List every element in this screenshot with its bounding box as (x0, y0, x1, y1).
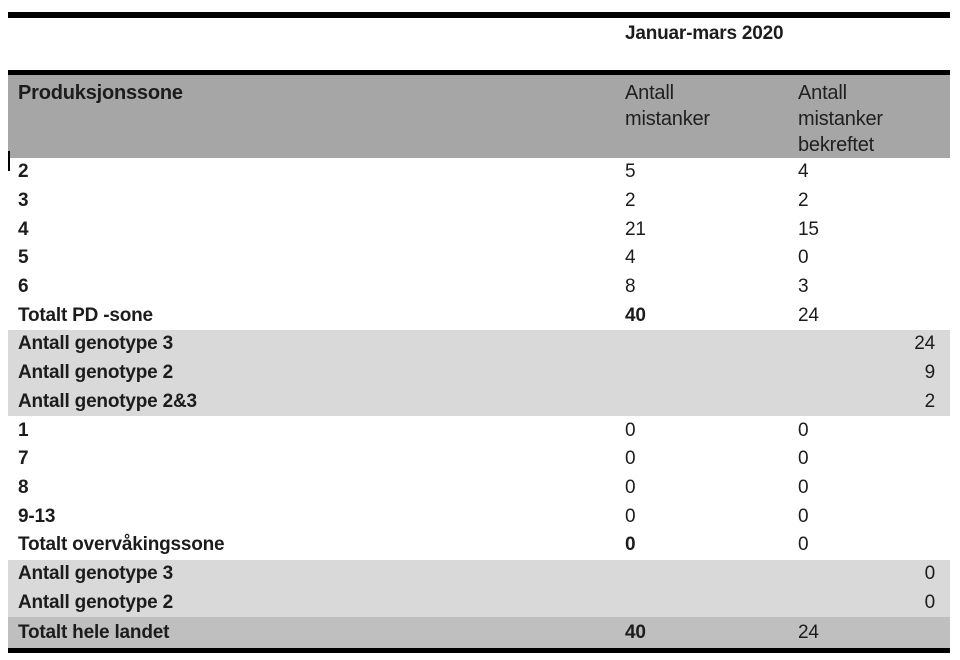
total-label: Totalt PD -sone (18, 304, 153, 326)
antall-bekreftet-total: 0 (798, 534, 809, 556)
antall-mistanker-value: 0 (625, 419, 636, 441)
antall-mistanker-value: 0 (625, 476, 636, 498)
bottom-rule (8, 648, 950, 653)
antall-mistanker-value: 21 (625, 218, 646, 240)
antall-mistanker-value: 5 (625, 161, 636, 183)
text-cursor-icon (8, 151, 10, 172)
table-row-zone[interactable]: 2 5 4 (8, 151, 950, 187)
antall-bekreftet-value: 15 (798, 218, 819, 240)
header-top-rule (8, 70, 950, 75)
table-row-zone[interactable]: 7 0 0 (8, 445, 950, 474)
antall-mistanker-value: 8 (625, 276, 636, 298)
table-row-genotype[interactable]: Antall genotype 2 0 (8, 588, 950, 617)
table-row-total-pd-sone[interactable]: Totalt PD -sone 40 24 (8, 301, 950, 330)
total-label: Totalt overvåkingssone (18, 534, 225, 556)
table-row-grand-total[interactable]: Totalt hele landet 40 24 (8, 617, 950, 648)
document-table[interactable]: Januar-mars 2020 Produksjonssone Antall … (8, 12, 950, 653)
column-header-produksjonssone: Produksjonssone (18, 82, 183, 104)
genotype-label: Antall genotype 3 (18, 562, 173, 584)
zone-label: 4 (18, 218, 29, 240)
table-row-zone[interactable]: 8 0 0 (8, 474, 950, 503)
genotype-label: Antall genotype 2 (18, 362, 173, 384)
antall-bekreftet-value: 4 (798, 161, 809, 183)
zone-label: 6 (18, 276, 29, 298)
table-row-total-overvakingssone[interactable]: Totalt overvåkingssone 0 0 (8, 531, 950, 560)
antall-mistanker-value: 0 (625, 448, 636, 470)
genotype-label: Antall genotype 3 (18, 333, 173, 355)
title-row: Januar-mars 2020 (8, 18, 950, 70)
genotype-label: Antall genotype 2 (18, 591, 173, 613)
antall-mistanker-value: 4 (625, 247, 636, 269)
grand-total-label: Totalt hele landet (18, 621, 170, 643)
genotype-value: 0 (924, 562, 936, 584)
antall-bekreftet-value: 0 (798, 476, 809, 498)
genotype-value: 0 (924, 591, 936, 613)
table-row-genotype[interactable]: Antall genotype 2 9 (8, 358, 950, 388)
antall-bekreftet-value: 0 (798, 505, 809, 527)
genotype-value: 9 (924, 362, 936, 384)
zone-label: 3 (18, 190, 29, 212)
antall-mistanker-total: 40 (625, 304, 646, 326)
column-header-antall-mistanker: Antall mistanker (625, 82, 710, 130)
column-header-antall-mistanker-bekreftet: Antall mistanker bekreftet (798, 82, 883, 156)
antall-mistanker-grand-total: 40 (625, 621, 646, 643)
table-row-zone[interactable]: 1 0 0 (8, 416, 950, 445)
antall-bekreftet-total: 24 (798, 304, 819, 326)
table-row-genotype[interactable]: Antall genotype 3 24 (8, 330, 950, 359)
top-rule (8, 12, 950, 18)
zone-label: 1 (18, 419, 29, 441)
table-row-zone[interactable]: 9-13 0 0 (8, 502, 950, 531)
table-row-zone[interactable]: 4 21 15 (8, 215, 950, 244)
antall-mistanker-value: 2 (625, 190, 636, 212)
antall-bekreftet-grand-total: 24 (798, 621, 819, 643)
genotype-value: 2 (924, 390, 936, 412)
table-row-zone[interactable]: 3 2 2 (8, 187, 950, 216)
table-row-zone[interactable]: 6 8 3 (8, 273, 950, 302)
antall-mistanker-value: 0 (625, 505, 636, 527)
genotype-label: Antall genotype 2&3 (18, 390, 197, 412)
antall-bekreftet-value: 0 (798, 419, 809, 441)
table-row-genotype[interactable]: Antall genotype 2&3 2 (8, 387, 950, 417)
zone-label: 5 (18, 247, 29, 269)
table-row-genotype[interactable]: Antall genotype 3 0 (8, 559, 950, 589)
antall-bekreftet-value: 0 (798, 247, 809, 269)
table-header-row[interactable]: Produksjonssone Antall mistanker Antall … (8, 75, 950, 158)
genotype-value: 24 (914, 333, 935, 355)
antall-bekreftet-value: 3 (798, 276, 809, 298)
antall-mistanker-total: 0 (625, 534, 636, 556)
period-title: Januar-mars 2020 (625, 23, 784, 44)
zone-label: 9-13 (18, 505, 56, 527)
table-row-zone[interactable]: 5 4 0 (8, 244, 950, 273)
antall-bekreftet-value: 0 (798, 448, 809, 470)
zone-label: 7 (18, 448, 29, 470)
zone-label: 2 (8, 151, 625, 183)
antall-bekreftet-value: 2 (798, 190, 809, 212)
zone-label: 8 (18, 476, 29, 498)
